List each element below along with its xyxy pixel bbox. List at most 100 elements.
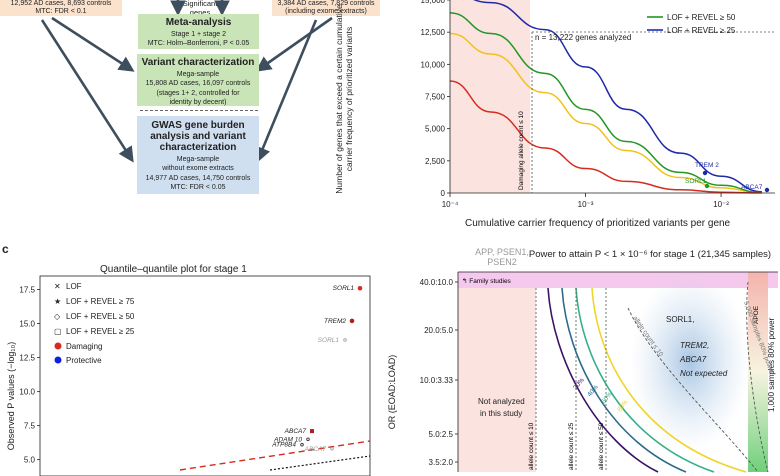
meta-analysis-box: Meta-analysis Stage 1 + stage 2 MTC: Hol… bbox=[138, 14, 259, 49]
y-tick-label: 10.0:3.33 bbox=[420, 376, 454, 385]
y-tick-label: 7,500 bbox=[425, 93, 446, 102]
not-analyzed-label-1: Not analyzed bbox=[478, 397, 525, 406]
qq-legend: ✕ LOF ★ LOF + REVEL ≥ 75 ◇ LOF + REVEL ≥… bbox=[54, 282, 135, 365]
qq-plot-title: Quantile–quantile plot for stage 1 bbox=[100, 264, 247, 275]
trem2-d-label: ABCA7 bbox=[679, 355, 707, 364]
power-curve-0 bbox=[547, 287, 659, 473]
diagonal-reference bbox=[179, 440, 371, 471]
variant-line: Mega-sample bbox=[176, 71, 220, 78]
y-tick-label: 10.0 bbox=[19, 388, 35, 397]
sorl1-label: SORL1 bbox=[685, 178, 707, 185]
y-axis-label-d: OR (EOAD:LOAD) bbox=[387, 354, 397, 430]
significant-genes-label: Significant genes bbox=[182, 0, 218, 17]
y-tick-label: 15,000 bbox=[421, 0, 446, 5]
gwas-line: 14,977 AD cases, 14,750 controls bbox=[145, 174, 251, 182]
variant-line: 15,808 AD cases, 16,097 controls bbox=[145, 80, 251, 88]
power-curve-label: 80% bbox=[616, 399, 630, 414]
apoe-label: 1,000 samples 80% power bbox=[767, 317, 776, 412]
x-axis-label: Cumulative carrier frequency of prioriti… bbox=[465, 218, 731, 229]
qq-point bbox=[330, 446, 334, 451]
stage2-input-box: 3,384 AD cases, 7,829 controls (includin… bbox=[272, 0, 380, 16]
legend-revel75: LOF + REVEL ≥ 75 bbox=[66, 297, 135, 306]
qq-point-label: ABCA7 bbox=[304, 446, 327, 453]
legend-revel50-c: LOF + REVEL ≥ 50 bbox=[66, 312, 135, 321]
meta-analysis-title: Meta-analysis bbox=[165, 17, 232, 28]
allele10-label: allele count ≤ 10 bbox=[528, 422, 535, 470]
qq-point-label: SORL1 bbox=[333, 285, 355, 292]
allele-count-annotation: Damaging allele count ≤ 10 bbox=[518, 111, 525, 190]
meta-line: Stage 1 + stage 2 bbox=[170, 31, 227, 38]
qq-point bbox=[343, 338, 347, 342]
meta-line: MTC: Holm–Bonferroni, P < 0.05 bbox=[147, 40, 250, 48]
y-tick-label: 40.0:10.0 bbox=[420, 278, 454, 287]
dashed-divider bbox=[140, 110, 258, 111]
stage1-input-box: 12,952 AD cases, 8,693 controls MTC: FDR… bbox=[0, 0, 122, 16]
power-curve-label: 20% bbox=[572, 377, 586, 392]
family-studies-label: ↰ Family studies bbox=[462, 277, 512, 285]
power-curve-3 bbox=[591, 287, 747, 473]
x-tick-label: 10⁻² bbox=[713, 200, 729, 209]
app-psen-label: APP, PSEN1, PSEN2 bbox=[475, 247, 529, 267]
series-line-3 bbox=[449, 80, 762, 194]
legend-dot-damaging bbox=[54, 342, 62, 350]
qq-point-label: SORL1 bbox=[318, 337, 340, 344]
variant-line: (stages 1+ 2, controlled for bbox=[156, 89, 240, 97]
allele25-label: allele count ≤ 25 bbox=[568, 422, 575, 470]
qq-point-label: ADAM 10 bbox=[273, 436, 302, 443]
shaded-region bbox=[450, 0, 530, 193]
y-tick-label: 15.0 bbox=[19, 320, 35, 329]
gwas-line: Mega-sample bbox=[176, 156, 220, 163]
abca7-label: ABCA7 bbox=[741, 184, 763, 191]
y-tick-label: 5.0:2.5 bbox=[429, 430, 454, 439]
qq-point bbox=[306, 437, 310, 442]
legend-dot-protective bbox=[54, 356, 62, 364]
panel-letter-c: c bbox=[2, 242, 9, 256]
sorl1-point bbox=[704, 183, 710, 189]
power-curve-1 bbox=[561, 287, 687, 473]
x-tick-label: 10⁻³ bbox=[578, 200, 594, 209]
series-line-2 bbox=[449, 12, 762, 194]
legend-lof: LOF bbox=[66, 282, 82, 291]
series-line-0 bbox=[473, 0, 762, 193]
legend-protective: Protective bbox=[66, 356, 102, 365]
qq-point bbox=[357, 285, 363, 291]
qq-point bbox=[349, 318, 355, 324]
y-tick-label: 0 bbox=[441, 189, 446, 198]
power-plot: 40.0:10.0 20.0:5.0 10.0:3.33 5.0:2.5 3.5:2.0… bbox=[420, 271, 778, 473]
y-tick-label: 12.5 bbox=[19, 354, 35, 363]
not-analyzed-label-2: in this study bbox=[480, 409, 522, 418]
series-line-1 bbox=[449, 32, 762, 194]
qq-point-label: TREM2 bbox=[324, 318, 346, 325]
legend-mark-square: ▢ bbox=[54, 327, 62, 336]
legend-mark-star: ★ bbox=[54, 297, 61, 306]
power-5000-dashed bbox=[627, 307, 759, 473]
variant-characterization-box: Variant characterization Mega-sample 15,… bbox=[137, 54, 259, 106]
abca7-point bbox=[764, 187, 770, 193]
legend-revel25-c: LOF + REVEL ≥ 25 bbox=[66, 327, 135, 336]
not-expected-label: APOE bbox=[753, 305, 760, 324]
y-tick-label: 20.0:5.0 bbox=[424, 326, 453, 335]
y-tick-label: 17.5 bbox=[19, 286, 35, 295]
y-tick-label: 5.0 bbox=[24, 456, 36, 465]
not-analyzed-region bbox=[458, 272, 536, 472]
carrier-frequency-chart: 0 2,500 5,000 7,500 10,000 12,500 15,000 10⁻⁴ 1… bbox=[421, 0, 775, 229]
n-genes-annotation: n = 13,222 genes analyzed bbox=[535, 33, 631, 42]
legend: LOF + REVEL ≥ 50 LOF + REVEL ≥ 25 bbox=[647, 13, 736, 35]
gwas-burden-title: GWAS gene burden analysis and variant ch… bbox=[150, 120, 246, 153]
y-axis-label-b: Number of genes that exceed a certain cu… bbox=[334, 4, 354, 194]
y-tick-label: 7.5 bbox=[24, 422, 36, 431]
y-tick-label: 2,500 bbox=[425, 157, 446, 166]
previously-explored-label: SORL1, bbox=[666, 315, 694, 324]
trem2-point bbox=[702, 170, 708, 176]
x-tick-label: 10⁻⁴ bbox=[442, 200, 459, 209]
qq-point-label: ATP8B4 bbox=[271, 442, 296, 449]
apoe-region bbox=[748, 272, 768, 472]
sorl1-d-label: TREM2, bbox=[680, 341, 709, 350]
gwas-burden-box: GWAS gene burden analysis and variant ch… bbox=[137, 116, 259, 194]
variant-line: identity by decent) bbox=[169, 99, 227, 107]
y-tick-label: 3.5:2.0 bbox=[429, 458, 454, 467]
y-axis-label-c: Observed P values (−log₁₀) bbox=[6, 341, 16, 451]
y-tick-label: 5,000 bbox=[425, 125, 446, 134]
variant-characterization-title: Variant characterization bbox=[141, 57, 255, 68]
legend-revel50: LOF + REVEL ≥ 50 bbox=[667, 13, 736, 22]
